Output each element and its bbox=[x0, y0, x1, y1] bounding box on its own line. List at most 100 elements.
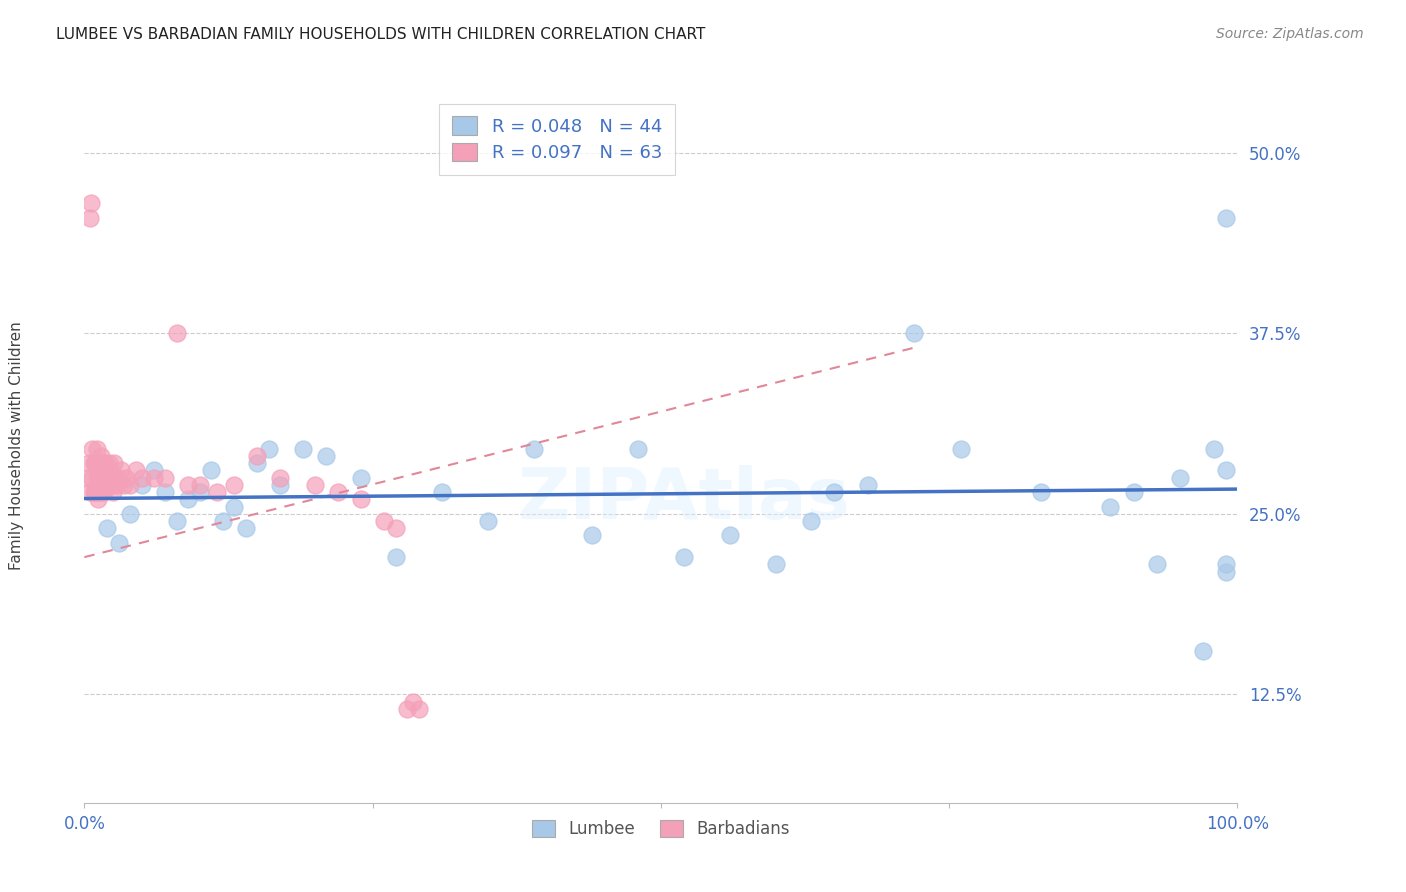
Point bbox=[103, 485, 124, 500]
Text: Family Households with Children: Family Households with Children bbox=[10, 322, 24, 570]
Point bbox=[84, 456, 107, 470]
Point bbox=[430, 485, 453, 500]
Point bbox=[93, 485, 115, 500]
Point bbox=[1146, 558, 1168, 572]
Point bbox=[1099, 500, 1122, 514]
Point bbox=[83, 485, 105, 500]
Point bbox=[98, 463, 121, 477]
Point bbox=[205, 485, 228, 500]
Point bbox=[350, 470, 373, 484]
Point bbox=[823, 485, 845, 500]
Point bbox=[246, 449, 269, 463]
Point bbox=[89, 470, 111, 484]
Point bbox=[131, 478, 153, 492]
Legend: Lumbee, Barbadians: Lumbee, Barbadians bbox=[524, 814, 797, 845]
Point bbox=[246, 456, 269, 470]
Point bbox=[1168, 470, 1191, 484]
Point bbox=[89, 485, 111, 500]
Point bbox=[224, 478, 246, 492]
Point bbox=[326, 485, 349, 500]
Point bbox=[477, 514, 499, 528]
Point bbox=[858, 478, 880, 492]
Point bbox=[269, 478, 291, 492]
Point bbox=[104, 470, 127, 484]
Point bbox=[80, 196, 103, 211]
Point bbox=[101, 478, 124, 492]
Point bbox=[83, 485, 105, 500]
Point bbox=[82, 442, 104, 456]
Point bbox=[79, 211, 101, 225]
Point bbox=[89, 449, 111, 463]
Point bbox=[142, 470, 165, 484]
Point bbox=[718, 528, 741, 542]
Point bbox=[93, 463, 115, 477]
Point bbox=[1215, 211, 1237, 225]
Point bbox=[131, 470, 153, 484]
Point bbox=[125, 463, 148, 477]
Point bbox=[84, 485, 107, 500]
Point bbox=[112, 478, 135, 492]
Point bbox=[1122, 485, 1144, 500]
Point bbox=[581, 528, 603, 542]
Point bbox=[1031, 485, 1053, 500]
Point bbox=[94, 456, 117, 470]
Point bbox=[257, 442, 280, 456]
Point bbox=[408, 702, 430, 716]
Point bbox=[96, 521, 118, 535]
Point bbox=[188, 478, 211, 492]
Point bbox=[949, 442, 972, 456]
Point bbox=[384, 521, 406, 535]
Point bbox=[94, 478, 117, 492]
Point bbox=[90, 485, 112, 500]
Point bbox=[76, 470, 98, 484]
Point bbox=[177, 492, 200, 507]
Point bbox=[91, 456, 114, 470]
Point bbox=[224, 500, 246, 514]
Point bbox=[83, 456, 105, 470]
Point bbox=[96, 470, 118, 484]
Point bbox=[800, 514, 823, 528]
Point bbox=[903, 326, 925, 340]
Point bbox=[86, 470, 108, 484]
Point bbox=[100, 470, 122, 484]
Point bbox=[177, 478, 200, 492]
Point bbox=[115, 470, 138, 484]
Point bbox=[350, 492, 373, 507]
Point bbox=[235, 521, 257, 535]
Point bbox=[120, 507, 142, 521]
Point bbox=[402, 695, 425, 709]
Point bbox=[91, 478, 114, 492]
Point bbox=[87, 463, 110, 477]
Point bbox=[79, 485, 101, 500]
Point bbox=[765, 558, 787, 572]
Point bbox=[86, 442, 108, 456]
Point bbox=[211, 514, 233, 528]
Point bbox=[1204, 442, 1226, 456]
Point bbox=[1215, 558, 1237, 572]
Point bbox=[166, 514, 188, 528]
Point bbox=[153, 470, 176, 484]
Text: Source: ZipAtlas.com: Source: ZipAtlas.com bbox=[1216, 27, 1364, 41]
Point bbox=[96, 478, 118, 492]
Point bbox=[1191, 644, 1213, 658]
Point bbox=[77, 456, 100, 470]
Point bbox=[105, 478, 128, 492]
Point bbox=[83, 456, 105, 470]
Point bbox=[82, 470, 104, 484]
Point bbox=[89, 456, 111, 470]
Point bbox=[523, 442, 546, 456]
Text: LUMBEE VS BARBADIAN FAMILY HOUSEHOLDS WITH CHILDREN CORRELATION CHART: LUMBEE VS BARBADIAN FAMILY HOUSEHOLDS WI… bbox=[56, 27, 706, 42]
Text: ZIPAtlas: ZIPAtlas bbox=[517, 465, 851, 533]
Point bbox=[373, 514, 395, 528]
Point bbox=[90, 463, 112, 477]
Point bbox=[110, 463, 132, 477]
Point bbox=[384, 550, 406, 565]
Point bbox=[1215, 463, 1237, 477]
Point bbox=[108, 470, 131, 484]
Point bbox=[315, 449, 337, 463]
Point bbox=[672, 550, 695, 565]
Point bbox=[304, 478, 326, 492]
Point bbox=[153, 485, 176, 500]
Point bbox=[87, 492, 110, 507]
Point bbox=[292, 442, 315, 456]
